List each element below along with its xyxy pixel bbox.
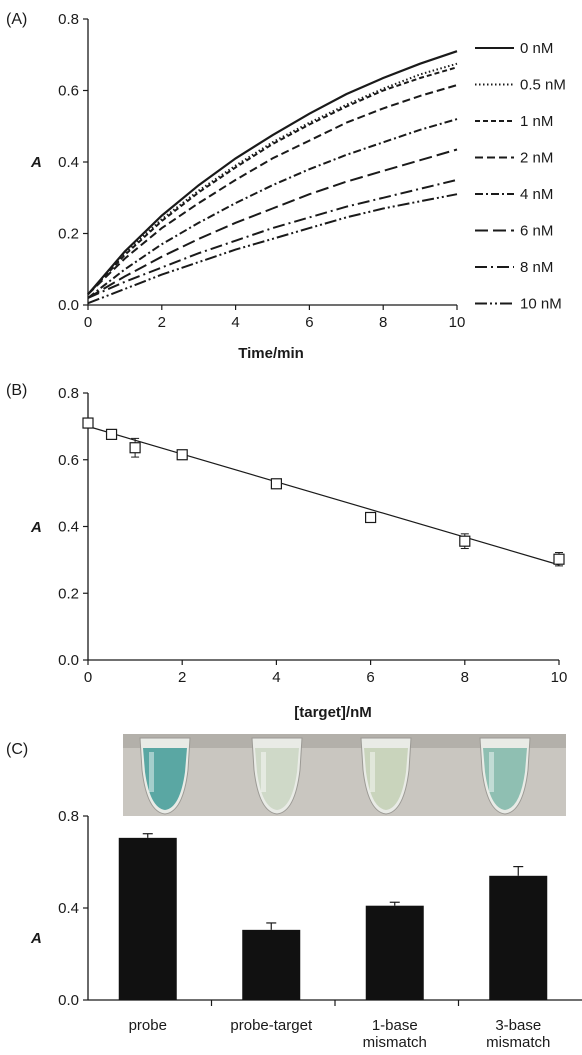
panel-a-y-tick-label: 0.8	[58, 11, 79, 28]
bar	[365, 905, 424, 1000]
series-line-0-5-nm	[87, 62, 458, 295]
panel-a-x-tick-label: 2	[158, 314, 166, 331]
legend-label: 0.5 nM	[520, 77, 566, 94]
panel-a-legend: 0 nM 0.5 nM 1 nM 2 nM 4 nM 6 nM 8 nM 10 nM	[475, 40, 566, 313]
category-label: mismatch	[363, 1034, 427, 1050]
panel-c-series: probe probe-target 1-basemismatch3-basemis…	[118, 833, 550, 1051]
panel-b-x-tick-label: 6	[366, 669, 374, 686]
panel-b-x-tick-label: 2	[178, 669, 186, 686]
panel-a-x-tick-label: 4	[231, 314, 239, 331]
panel-a-x-tick-label: 10	[449, 314, 466, 331]
legend-label: 2 nM	[520, 150, 553, 167]
legend-label: 0 nM	[520, 40, 553, 57]
category-label: 3-base	[495, 1017, 541, 1034]
panel-c-y-tick-label: 0.8	[58, 808, 79, 825]
legend-label: 6 nM	[520, 223, 553, 240]
panel-b-x-tick-label: 0	[84, 669, 92, 686]
fit-line	[87, 425, 560, 566]
panel-b-series	[82, 417, 565, 567]
panel-a-y-tick-label: 0.6	[58, 83, 79, 100]
tube-2-solution	[255, 748, 299, 810]
category-label: 1-base	[372, 1017, 418, 1034]
data-point	[365, 511, 377, 524]
panel-b-y-tick-label: 0.6	[58, 452, 79, 469]
panel-c-tag: (C)	[6, 741, 28, 758]
series-line-2-nm	[87, 84, 458, 296]
panel-b-x-tick-label: 10	[551, 669, 568, 686]
panel-a-x-tick-label: 0	[84, 314, 92, 331]
panel-a-series	[87, 50, 458, 305]
panel-b-x-tick-label: 4	[272, 669, 280, 686]
bar	[489, 875, 548, 1000]
series-line-6-nm	[87, 148, 458, 299]
panel-a-x-tick-label: 8	[379, 314, 387, 331]
panel-b-y-tick-label: 0.8	[58, 385, 79, 402]
panel-b-y-tick-label: 0.4	[58, 519, 79, 536]
bar	[242, 929, 301, 1000]
panel-b-x-tick-label: 8	[461, 669, 469, 686]
tube-4-solution	[483, 748, 527, 810]
panel-b-y-tick-label: 0.2	[58, 585, 79, 602]
data-point	[553, 553, 565, 565]
panel-c: (C) 0.00.40.8 probe probe-target 1-basemis…	[6, 734, 582, 1051]
bar	[118, 837, 177, 1000]
tube-2-highlight	[261, 752, 266, 792]
panel-b-y-tick-label: 0.0	[58, 652, 79, 669]
tube-photo	[123, 734, 566, 816]
panel-a-y-tick-label: 0.0	[58, 297, 79, 314]
category-label: probe	[129, 1017, 167, 1034]
panel-c-y-title: A	[30, 930, 42, 947]
panel-a-y-title: A	[30, 154, 42, 171]
data-point	[176, 449, 188, 461]
series-line-4-nm	[87, 118, 458, 299]
legend-label: 10 nM	[520, 296, 562, 313]
panel-b: (B) 0.0 0.2 0.4 0.6 0.8 0 2 4 6 8 10 A [target]/nM	[6, 382, 567, 721]
series-line-1-nm	[87, 66, 458, 295]
panel-a-axes: 0.0 0.2 0.4 0.6 0.8 0 2 4 6 8 10	[58, 11, 465, 331]
data-point	[270, 478, 282, 490]
legend-label: 4 nM	[520, 186, 553, 203]
panel-a-x-tick-label: 6	[305, 314, 313, 331]
category-label: mismatch	[486, 1034, 550, 1050]
panel-b-x-title: [target]/nM	[294, 704, 372, 721]
panel-b-axes: 0.0 0.2 0.4 0.6 0.8 0 2 4 6 8 10	[58, 385, 567, 686]
data-point	[129, 442, 141, 454]
panel-a-y-tick-label: 0.4	[58, 154, 79, 171]
tube-1-solution	[143, 748, 187, 810]
data-point	[82, 417, 94, 429]
panel-c-y-tick-label: 0.4	[58, 900, 79, 917]
series-line-0-nm	[87, 50, 458, 296]
panel-c-y-tick-label: 0.0	[58, 992, 79, 1009]
data-point	[105, 428, 118, 440]
category-label: probe-target	[230, 1017, 313, 1034]
tube-1-highlight	[149, 752, 154, 792]
panel-a-x-title: Time/min	[238, 345, 304, 362]
panel-a-tag: (A)	[6, 11, 27, 28]
tube-3-highlight	[370, 752, 375, 792]
panel-a: (A) 0.0 0.2 0.4 0.6 0.8 0 2 4 6 8 10 0 nM 0.5 nM 1 n…	[6, 11, 566, 362]
panel-b-tag: (B)	[6, 382, 27, 399]
legend-label: 1 nM	[520, 113, 553, 130]
series-line-8-nm	[87, 178, 458, 299]
series-line-10-nm	[87, 193, 458, 305]
panel-b-y-title: A	[30, 519, 42, 536]
data-point	[459, 535, 471, 547]
photo-band	[123, 734, 566, 748]
tube-3-solution	[364, 748, 408, 810]
tube-4-highlight	[489, 752, 494, 792]
panel-a-y-tick-label: 0.2	[58, 226, 79, 243]
legend-label: 8 nM	[520, 259, 553, 276]
